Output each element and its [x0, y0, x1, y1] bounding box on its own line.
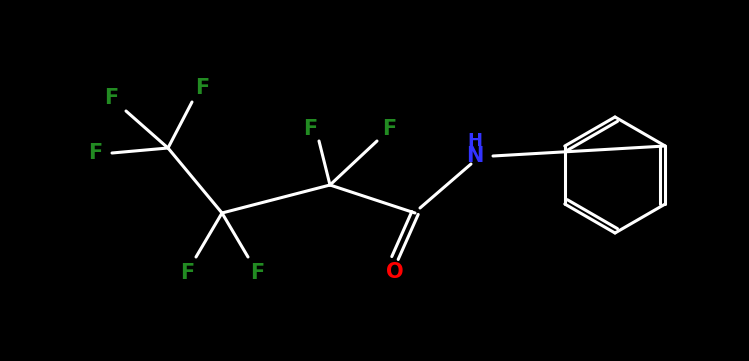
Text: F: F	[195, 78, 209, 98]
Text: F: F	[104, 88, 118, 108]
Text: F: F	[382, 119, 396, 139]
Text: O: O	[386, 262, 404, 282]
Text: F: F	[250, 263, 264, 283]
Text: N: N	[467, 146, 484, 166]
Text: F: F	[303, 119, 317, 139]
Text: F: F	[88, 143, 102, 163]
Text: H: H	[467, 132, 482, 150]
Text: F: F	[180, 263, 194, 283]
